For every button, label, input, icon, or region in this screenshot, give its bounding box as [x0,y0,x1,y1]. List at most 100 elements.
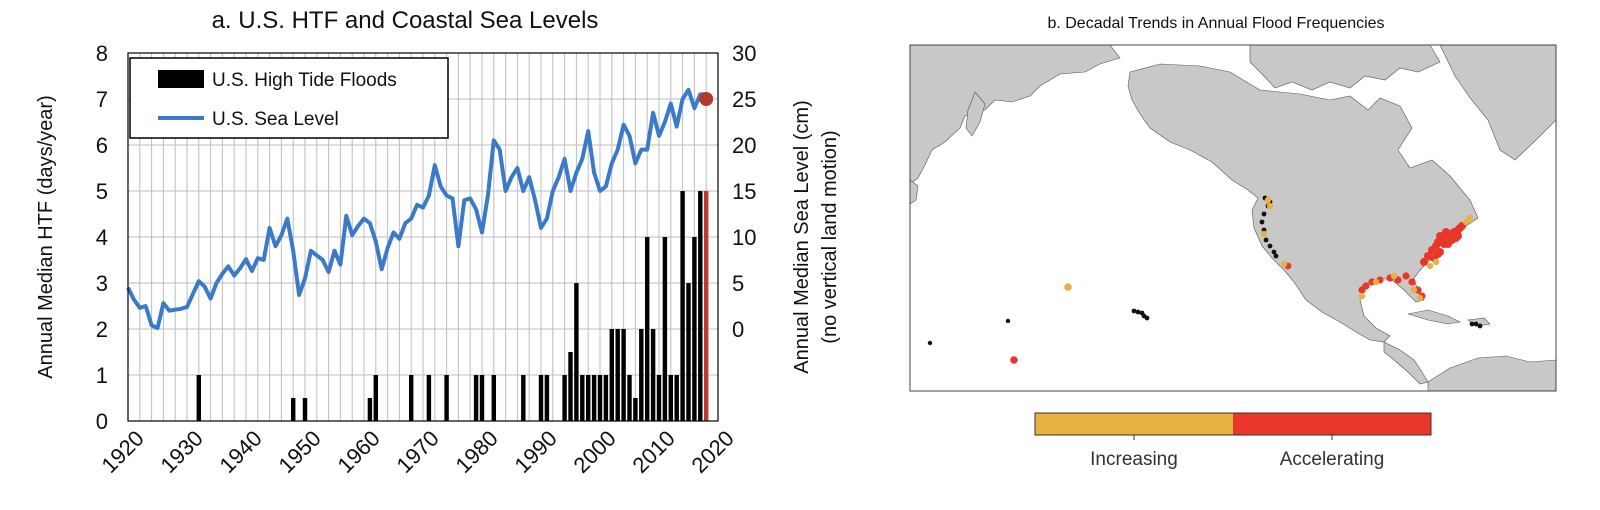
station-increasing [1462,218,1470,226]
htf-bar-1961 [367,398,373,421]
htf-bar-1980 [479,375,485,421]
htf-bar-1974 [444,375,449,421]
station-increasing [1426,262,1434,270]
station-increasing [1358,292,1366,300]
legend-bars-label: U.S. High Tide Floods [212,70,397,91]
htf-bar-2005 [627,375,632,421]
station-increasing [1416,294,1424,302]
colorbar-frame [1034,412,1432,436]
land-kamchatka [965,91,986,137]
y-tick-left-2: 2 [96,317,108,342]
land-north-america [1127,63,1479,343]
land [910,45,1556,391]
htf-bar-2011 [662,237,668,421]
x-tick-1970: 1970 [392,426,444,478]
x-tick-2020: 2020 [687,426,739,478]
station-accelerating [1436,232,1444,240]
station-increasing [1264,196,1272,204]
colorbar-accelerating [1233,413,1431,435]
htf-bar-2017 [698,191,703,421]
land-greenland [1439,45,1556,161]
htf-bar-2006 [633,398,638,421]
colorbar-increasing [1035,413,1233,435]
htf-bar-1996 [574,283,579,421]
station-stable [1131,308,1137,314]
y-tick-left-8: 8 [96,41,108,66]
station-stable [1473,321,1479,327]
station-stable [1005,318,1011,324]
station-accelerating [1362,282,1370,290]
station-increasing [1266,202,1274,210]
legend-line-label: U.S. Sea Level [212,109,339,130]
y-tick-right-20: 20 [732,133,756,158]
panel-a-chart: a. U.S. HTF and Coastal Sea Levels 1920 1… [35,7,841,478]
htf-bar-2000 [597,375,603,421]
htf-bar-2012 [668,375,674,421]
htf-bar-1982 [491,375,497,421]
htf-bar-1987 [521,375,526,421]
y-tick-left-5: 5 [96,179,108,204]
y-tick-left-4: 4 [96,225,108,250]
y-tick-right-25: 25 [732,87,756,112]
sea-level-line [126,87,707,331]
panel-b-title: b. Decadal Trends in Annual Flood Freque… [1047,15,1384,32]
htf-bar-2015 [686,283,691,421]
station-stable [1263,237,1269,243]
y-tick-right-30: 30 [732,41,756,66]
y-tick-right-0: 0 [732,317,744,342]
htf-bar-1948 [290,398,296,421]
htf-bar-1995 [568,352,573,421]
htf-bar-2008 [644,237,650,421]
htf-bar-2018 [703,191,709,421]
station-stable [1273,253,1279,259]
y-tick-left-0: 0 [96,409,108,434]
right-y-tick-labels: 0 5 10 15 20 25 30 [732,41,756,342]
colorbar-label-accelerating: Accelerating [1280,449,1385,470]
x-tick-1980: 1980 [451,426,503,478]
colorbar-label-increasing: Increasing [1090,449,1178,470]
station-accelerating [1440,240,1448,248]
land-cuba [1407,309,1461,325]
station-increasing [1260,230,1268,238]
station-stable [1271,249,1277,255]
land-arctic-islands [1249,45,1441,91]
land-south-america [1427,355,1556,391]
left-y-tick-labels: 0 1 2 3 4 5 6 7 8 [96,41,108,434]
station-stable [1259,219,1265,225]
plot-frame [127,52,719,422]
legend-bars-swatch [158,70,204,88]
htf-bar-1950 [302,398,308,421]
station-stable [1469,321,1475,327]
y-tick-left-1: 1 [96,363,108,388]
station-increasing [1064,283,1072,291]
htf-bar-2009 [650,329,656,421]
station-increasing [1372,278,1380,286]
x-tick-1930: 1930 [156,426,208,478]
sea-level-2018-point [699,92,714,106]
htf-bar-2007 [639,329,644,421]
station-accelerating [1010,356,1018,364]
station-stable [1477,323,1483,329]
htf-bar-2002 [609,329,615,421]
y-tick-right-10: 10 [732,225,756,250]
htf-bar-2004 [621,329,626,421]
station-accelerating [1452,234,1460,242]
left-y-axis-label: Annual Median HTF (days/year) [35,95,57,378]
x-tick-1940: 1940 [215,426,267,478]
htf-bar-1971 [426,375,432,421]
panel-a-title: a. U.S. HTF and Coastal Sea Levels [212,7,599,34]
htf-bar-1997 [580,375,585,421]
htf-bar-2001 [603,375,609,421]
station-increasing [1466,214,1474,222]
y-tick-left-3: 3 [96,271,108,296]
land-central-america [1383,341,1429,385]
htf-bar-2010 [656,375,662,421]
htf-bar-2014 [680,191,685,421]
htf-bar-1990 [538,375,544,421]
htf-bar-1962 [373,375,379,421]
land-japan [910,179,919,205]
station-stable [1261,211,1267,217]
y-tick-left-7: 7 [96,87,108,112]
station-increasing [1432,258,1440,266]
